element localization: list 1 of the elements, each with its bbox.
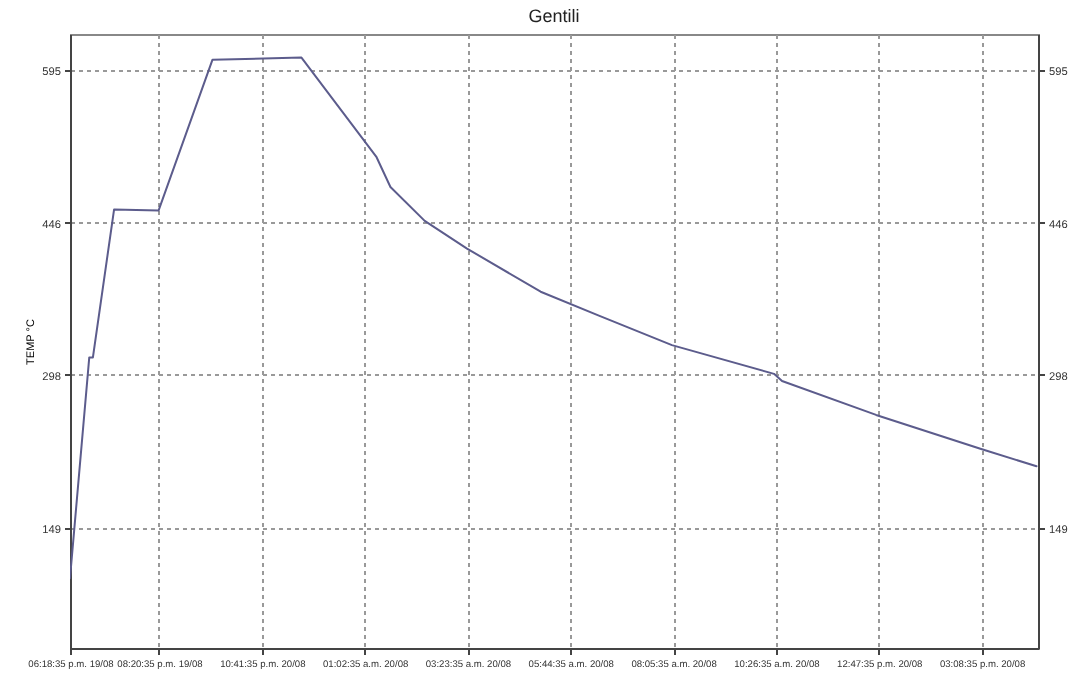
chart-title: Gentili [528, 6, 580, 26]
